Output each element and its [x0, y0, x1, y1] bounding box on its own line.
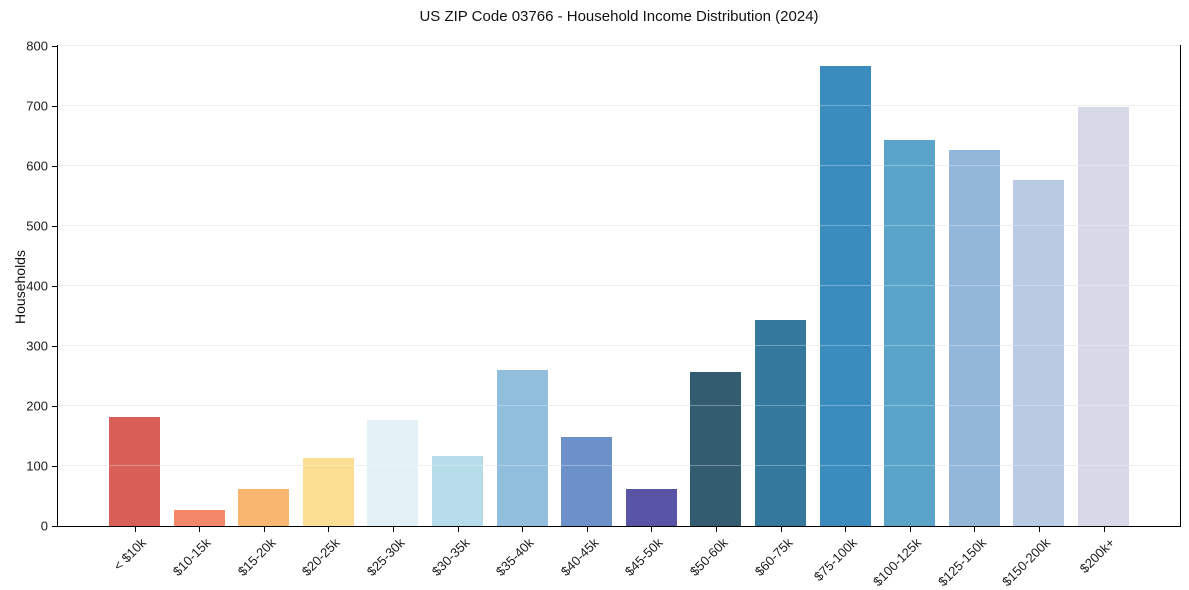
x-tick-mark-13: [974, 527, 976, 532]
x-tick-label-8: $45-50k: [622, 535, 666, 579]
gridline-overlay-700: [58, 105, 1180, 106]
bar-60-75k: [754, 320, 806, 526]
y-tick-label-300: 300: [26, 338, 48, 354]
bar-10-15k: [173, 509, 225, 526]
bar-30-35k: [431, 455, 483, 526]
y-tick-label-400: 400: [26, 278, 48, 294]
x-tick-mark-14: [1038, 527, 1040, 532]
gridline-overlay-300: [58, 345, 1180, 346]
x-tick-mark-0: [134, 527, 136, 532]
x-tick-mark-5: [457, 527, 459, 532]
x-tick-label-7: $40-45k: [557, 535, 602, 579]
bar-35-40k: [496, 370, 548, 526]
y-tick-label-800: 800: [26, 38, 48, 54]
gridline-500: [58, 225, 1180, 226]
x-tick-label-14: $150-200k: [999, 535, 1054, 590]
gridline-200: [58, 405, 1180, 406]
y-tick-label-700: 700: [26, 98, 48, 114]
gridline-overlay-800: [58, 45, 1180, 46]
y-tick-mark-700: [52, 106, 57, 107]
x-tick-label-10: $60-75k: [751, 535, 796, 579]
gridlines-under: [58, 45, 1180, 526]
gridline-overlay-600: [58, 165, 1180, 166]
gridline-overlay-500: [58, 225, 1180, 226]
bar-150-200k: [1013, 179, 1065, 526]
x-tick-label-12: $100-125k: [870, 535, 925, 590]
x-tick-mark-12: [909, 527, 911, 532]
bar-125-150k: [948, 149, 1000, 526]
x-tick-mark-3: [328, 527, 330, 532]
x-tick-mark-11: [845, 527, 847, 532]
x-tick-mark-7: [586, 527, 588, 532]
gridline-overlay-200: [58, 405, 1180, 406]
y-tick-mark-300: [52, 346, 57, 347]
y-tick-mark-800: [52, 46, 57, 47]
bar-50-60k: [690, 372, 742, 526]
y-tick-mark-600: [52, 166, 57, 167]
bar-200k: [1077, 106, 1129, 526]
y-tick-label-600: 600: [26, 158, 48, 174]
y-tick-mark-100: [52, 466, 57, 467]
gridline-600: [58, 165, 1180, 166]
y-tick-mark-400: [52, 286, 57, 287]
bar-45-50k: [625, 488, 677, 526]
y-tick-mark-0: [52, 526, 57, 527]
x-tick-label-15: $200k+: [1077, 535, 1119, 577]
bar-75-100k: [819, 66, 871, 526]
bars-container: [109, 46, 1129, 526]
gridline-700: [58, 105, 1180, 106]
x-tick-mark-10: [780, 527, 782, 532]
x-tick-mark-2: [263, 527, 265, 532]
x-tick-label-1: $10-15k: [169, 535, 214, 579]
bar-25-30k: [367, 420, 419, 526]
y-tick-mark-500: [52, 226, 57, 227]
x-tick-label-2: $15-20k: [234, 535, 279, 579]
gridline-800: [58, 45, 1180, 46]
bar-20-25k: [302, 457, 354, 526]
bar-15-20k: [238, 489, 290, 526]
x-tick-label-5: $30-35k: [428, 535, 473, 579]
x-tick-mark-8: [651, 527, 653, 532]
x-tick-label-3: $20-25k: [299, 535, 343, 579]
gridlines-over: [58, 45, 1180, 526]
y-tick-label-0: 0: [40, 518, 48, 534]
x-tick-label-6: $35-40k: [492, 535, 537, 579]
gridline-100: [58, 465, 1180, 466]
x-tick-label-0: < $10k: [110, 535, 150, 574]
x-tick-mark-15: [1103, 527, 1105, 532]
gridline-overlay-100: [58, 465, 1180, 466]
x-tick-mark-4: [392, 527, 394, 532]
y-tick-label-200: 200: [26, 398, 48, 414]
y-tick-label-100: 100: [26, 458, 48, 474]
chart-title: US ZIP Code 03766 - Household Income Dis…: [419, 8, 819, 25]
x-tick-mark-1: [199, 527, 201, 532]
y-tick-mark-200: [52, 406, 57, 407]
x-tick-label-11: $75-100k: [810, 535, 860, 584]
plot-area: [57, 45, 1181, 527]
gridline-400: [58, 285, 1180, 286]
bar-100-125k: [884, 140, 936, 526]
gridline-300: [58, 345, 1180, 346]
x-tick-mark-9: [715, 527, 717, 532]
bar-10k: [109, 417, 160, 526]
x-tick-label-4: $25-30k: [363, 535, 408, 579]
bar-40-45k: [561, 437, 613, 526]
gridline-overlay-400: [58, 285, 1180, 286]
y-tick-label-500: 500: [26, 218, 48, 234]
x-tick-label-13: $125-150k: [934, 535, 989, 590]
x-tick-mark-6: [522, 527, 524, 532]
x-tick-label-9: $50-60k: [686, 535, 731, 579]
